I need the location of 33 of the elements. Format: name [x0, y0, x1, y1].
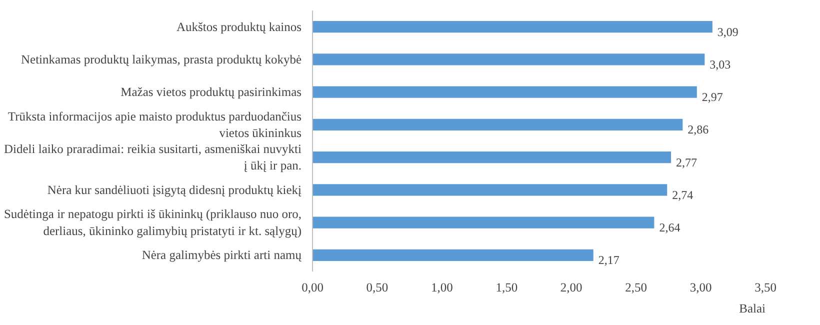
bar — [312, 216, 654, 228]
data-label: 2,74 — [672, 188, 694, 202]
data-label: 2,64 — [659, 220, 680, 235]
y-tick-label: Aukštos produktų kainos — [176, 20, 302, 34]
x-tick-label: 3,50 — [754, 280, 776, 294]
x-tick-label: 2,00 — [560, 280, 582, 294]
x-axis-title: Balai — [739, 302, 766, 316]
y-tick-label: Mažas vietos produktų pasirinkimas — [120, 85, 302, 100]
bar — [312, 184, 668, 196]
x-tick-label: 0,50 — [366, 280, 388, 294]
x-tick-label: 2,50 — [625, 280, 648, 294]
data-label: 3,03 — [710, 57, 731, 72]
data-label: 2,17 — [598, 253, 620, 268]
x-tick-label: 1,00 — [430, 280, 453, 294]
bar — [312, 54, 705, 66]
data-label: 3,09 — [717, 24, 738, 39]
bar — [312, 86, 697, 98]
y-tick-label: Nėra kur sandėliuoti įsigytą didesnį produktų kiekį — [47, 182, 302, 197]
data-label: 2,97 — [702, 90, 723, 104]
bar — [312, 118, 683, 131]
data-label: 2,86 — [688, 122, 709, 137]
bar — [312, 249, 594, 262]
y-tick-label: Netinkamas produktų laikymas, prasta produktų kokybė — [21, 52, 302, 66]
y-tick-label: Nėra galimybės pirkti arti namų — [142, 248, 302, 262]
y-tick-label: Dideli laiko praradimai: reikia susitarti, asmeniškai nuvykti į ūkį ir pan. — [4, 142, 302, 173]
y-tick-label: Trūksta informacijos apie maisto produktus parduodančius vietos ūkininkus — [8, 109, 302, 140]
bar — [312, 151, 672, 164]
x-tick-label: 3,00 — [690, 280, 712, 294]
x-tick-label: 0,00 — [302, 280, 324, 294]
x-tick-label: 1,50 — [496, 280, 518, 294]
data-label: 2,77 — [676, 155, 698, 170]
y-tick-label: Sudėtinga ir nepatogu pirkti iš ūkininkų (priklauso nuo oro, derliaus, ūkininko galimybių pristatyti ir kt. sąlygų) — [4, 207, 302, 238]
bar — [312, 20, 712, 33]
